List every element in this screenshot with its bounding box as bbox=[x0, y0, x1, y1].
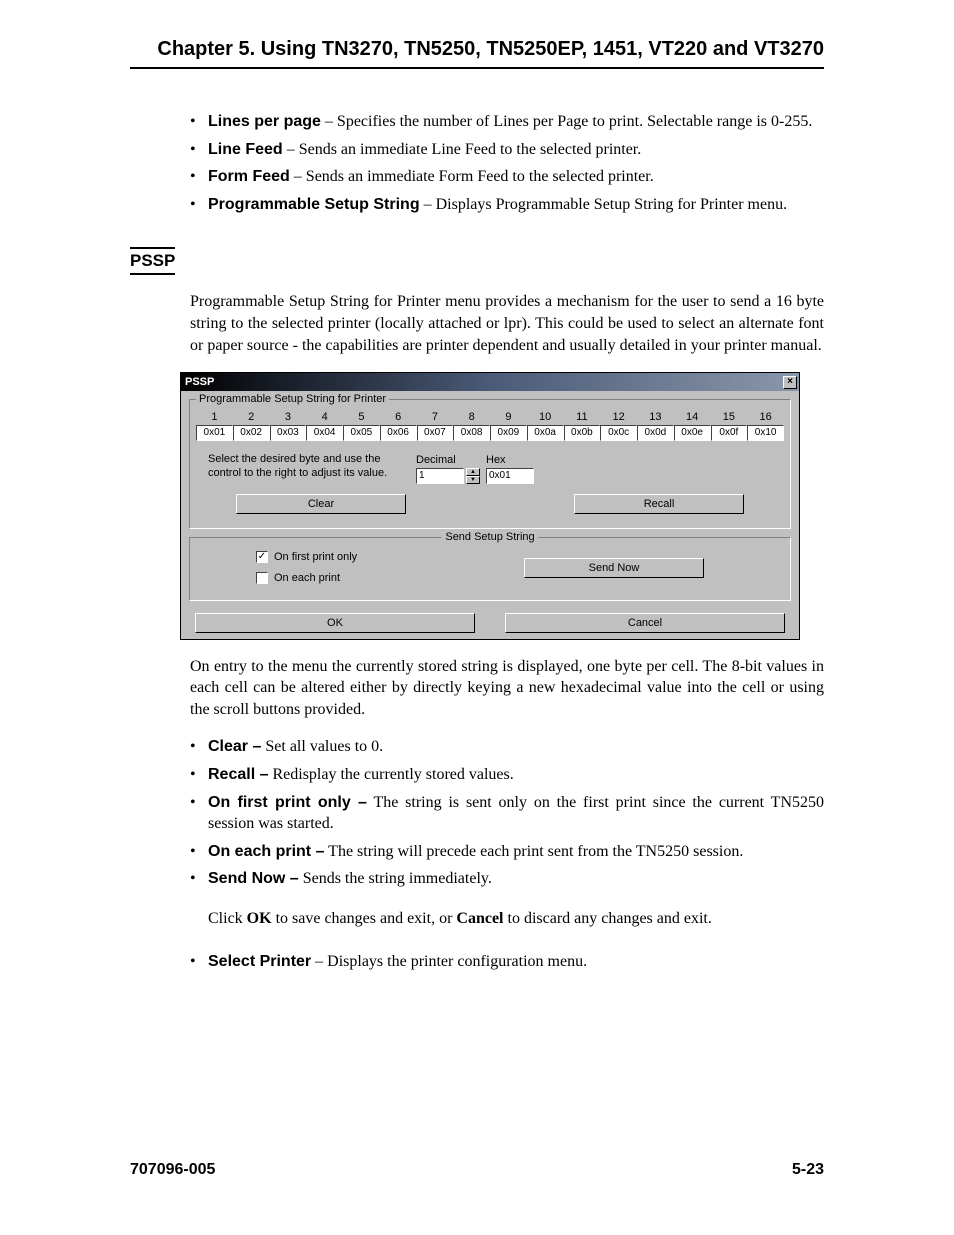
hex-input[interactable]: 0x01 bbox=[486, 468, 534, 484]
decimal-input[interactable]: 1 bbox=[416, 468, 464, 484]
close-icon[interactable]: × bbox=[783, 376, 797, 389]
click-ok-line: Click OK to save changes and exit, or Ca… bbox=[208, 908, 824, 930]
bullet-desc: – Specifies the number of Lines per Page… bbox=[321, 113, 812, 130]
bullet-term: Line Feed bbox=[208, 141, 283, 158]
byte-cell[interactable]: 0x0a bbox=[527, 425, 564, 441]
pssp-intro: Programmable Setup String for Printer me… bbox=[190, 291, 824, 356]
bullet-desc: Redisplay the currently stored values. bbox=[268, 766, 513, 783]
bullet-term: Recall – bbox=[208, 766, 268, 783]
spin-down-icon[interactable]: ▼ bbox=[466, 476, 480, 484]
dialog-titlebar: PSSP × bbox=[181, 373, 799, 391]
bullet-term: On first print only – bbox=[208, 794, 367, 811]
bullet-term: Clear – bbox=[208, 738, 261, 755]
on-each-print-checkbox[interactable] bbox=[256, 572, 268, 584]
bullet-desc: – Sends an immediate Line Feed to the se… bbox=[283, 141, 642, 158]
spin-up-icon[interactable]: ▲ bbox=[466, 468, 480, 476]
footer-pagenum: 5-23 bbox=[792, 1161, 824, 1179]
decimal-label: Decimal bbox=[416, 453, 464, 468]
on-first-print-label: On first print only bbox=[274, 550, 357, 565]
byte-cell[interactable]: 0x07 bbox=[417, 425, 454, 441]
byte-cell[interactable]: 0x02 bbox=[233, 425, 270, 441]
section-heading-pssp: PSSP bbox=[130, 247, 175, 275]
pssp-dialog: PSSP × Programmable Setup String for Pri… bbox=[180, 372, 800, 639]
bullet-term: Send Now – bbox=[208, 870, 299, 887]
pssp-groupbox: Programmable Setup String for Printer 1 … bbox=[189, 399, 791, 529]
bullet-desc: – Sends an immediate Form Feed to the se… bbox=[290, 168, 654, 185]
on-each-print-label: On each print bbox=[274, 571, 340, 586]
bullet-desc: The string will precede each print sent … bbox=[324, 843, 743, 860]
after-bullet-list: Clear – Set all values to 0. Recall – Re… bbox=[190, 736, 824, 890]
bullet-desc: – Displays the printer configuration men… bbox=[311, 953, 587, 970]
bullet-term: Lines per page bbox=[208, 113, 321, 130]
bullet-desc: Sends the string immediately. bbox=[299, 870, 492, 887]
byte-cell[interactable]: 0x0e bbox=[674, 425, 711, 441]
send-setup-groupbox: Send Setup String ✓ On first print only … bbox=[189, 537, 791, 601]
after-dialog-para: On entry to the menu the currently store… bbox=[190, 656, 824, 721]
byte-cell[interactable]: 0x09 bbox=[490, 425, 527, 441]
spinner[interactable]: ▲ ▼ bbox=[466, 468, 480, 484]
byte-number-row: 1 2 3 4 5 6 7 8 9 10 11 12 13 bbox=[196, 410, 784, 425]
hex-label: Hex bbox=[486, 453, 534, 468]
footer-docnum: 707096-005 bbox=[130, 1161, 215, 1179]
final-bullet-list: Select Printer – Displays the printer co… bbox=[190, 951, 824, 973]
bullet-term: Programmable Setup String bbox=[208, 196, 420, 213]
byte-cell[interactable]: 0x0c bbox=[600, 425, 637, 441]
byte-cell[interactable]: 0x01 bbox=[196, 425, 233, 441]
send-now-button[interactable]: Send Now bbox=[524, 558, 704, 578]
byte-cell[interactable]: 0x03 bbox=[270, 425, 307, 441]
clear-button[interactable]: Clear bbox=[236, 494, 406, 514]
bullet-desc: Set all values to 0. bbox=[261, 738, 383, 755]
chapter-header: Chapter 5. Using TN3270, TN5250, TN5250E… bbox=[130, 38, 824, 69]
byte-cell[interactable]: 0x04 bbox=[306, 425, 343, 441]
byte-cell[interactable]: 0x06 bbox=[380, 425, 417, 441]
groupbox-legend: Programmable Setup String for Printer bbox=[196, 392, 389, 407]
bullet-desc: – Displays Programmable Setup String for… bbox=[420, 196, 788, 213]
byte-cell[interactable]: 0x10 bbox=[747, 425, 784, 441]
ok-button[interactable]: OK bbox=[195, 613, 475, 633]
byte-value-row: 0x01 0x02 0x03 0x04 0x05 0x06 0x07 0x08 … bbox=[196, 425, 784, 441]
on-first-print-checkbox[interactable]: ✓ bbox=[256, 551, 268, 563]
recall-button[interactable]: Recall bbox=[574, 494, 744, 514]
byte-cell[interactable]: 0x0b bbox=[564, 425, 601, 441]
send-group-legend: Send Setup String bbox=[441, 530, 538, 545]
byte-cell[interactable]: 0x05 bbox=[343, 425, 380, 441]
decimal-hex-controls: Decimal Hex 1 ▲ ▼ 0x01 bbox=[416, 453, 534, 484]
bullet-term: Form Feed bbox=[208, 168, 290, 185]
byte-cell[interactable]: 0x0d bbox=[637, 425, 674, 441]
byte-instruction: Select the desired byte and use the cont… bbox=[208, 453, 398, 481]
top-bullet-list: Lines per page – Specifies the number of… bbox=[190, 111, 824, 215]
bullet-term: On each print – bbox=[208, 843, 324, 860]
byte-cell[interactable]: 0x0f bbox=[711, 425, 748, 441]
byte-cell[interactable]: 0x08 bbox=[453, 425, 490, 441]
bullet-term: Select Printer bbox=[208, 953, 311, 970]
dialog-title: PSSP bbox=[185, 375, 214, 390]
cancel-button[interactable]: Cancel bbox=[505, 613, 785, 633]
